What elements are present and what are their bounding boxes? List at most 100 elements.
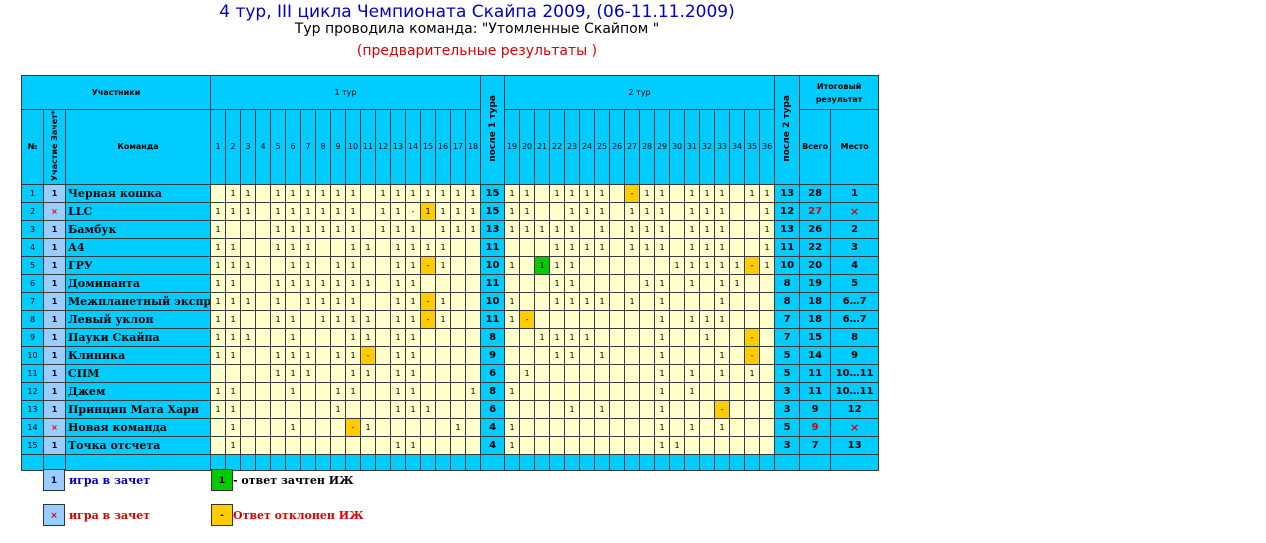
answer-cell: 1 [390,292,407,312]
score-after-round1: 11 [480,310,506,330]
answer-cell [669,310,686,330]
place: 5 [830,274,880,294]
answer-cell [714,436,731,456]
answer-cell [375,328,392,348]
answer-cell: 1 [534,220,551,240]
total-score: 22 [799,238,832,258]
answer-cell [465,292,482,312]
answer-cell: 1 [285,328,302,348]
question-number-header: 32 [699,108,716,186]
answer-cell [315,364,332,384]
answer-cell [255,436,272,456]
answer-cell: 1 [225,184,242,204]
answer-cell [639,436,656,456]
answer-cell: 1 [420,184,437,204]
legend-not-counted-box: × [43,504,65,526]
answer-cell: 1 [405,238,422,258]
answer-cell [669,202,686,222]
answer-cell: 1 [300,238,317,258]
answer-cell [624,328,641,348]
answer-cell: 1 [504,202,521,222]
answer-cell [639,346,656,366]
answer-cell: 1 [240,202,257,222]
footer-cell [285,454,302,472]
answer-cell [729,202,746,222]
answer-cell [465,364,482,384]
answer-cell [360,436,377,456]
answer-cell: - [345,418,362,438]
answer-cell [465,328,482,348]
answer-cell: 1 [360,364,377,384]
row-number: 12 [21,382,44,402]
answer-cell [375,292,392,312]
answer-cell [699,274,716,294]
answer-cell [669,274,686,294]
answer-cell: 1 [564,400,581,420]
team-name: Новая команда [64,418,212,438]
team-row: 4 1 А4 1 1 1 1 1 1 1 1 1 1 1 11 1 1 1 1 1 1 1 1 1 1 1 11 22 3 [21,238,880,258]
footer-cell [504,454,521,472]
answer-cell [759,310,776,330]
answer-cell [729,382,746,402]
header-participation: Участие Зачет* [43,108,66,186]
answer-cell: 1 [405,274,422,294]
answer-cell: 1 [714,238,731,258]
answer-cell: 1 [210,292,227,312]
team-name: Межпланетный экспресс [64,292,212,312]
answer-cell [519,328,536,348]
answer-cell: 1 [285,256,302,276]
answer-cell [315,400,332,420]
team-row: 12 1 Джем 1 1 1 1 1 1 1 1 8 1 1 1 3 11 10…11 [21,382,880,402]
participation-mark: 1 [43,184,66,204]
row-number: 15 [21,436,44,456]
footer-cell [450,454,467,472]
results-table: Участники 1 тур после 1 тура 2 тур после… [20,74,880,472]
answer-cell [225,220,242,240]
answer-cell: 1 [504,436,521,456]
question-number-header: 22 [549,108,566,186]
answer-cell: 1 [594,202,611,222]
answer-cell [669,238,686,258]
score-after-round2: 3 [774,382,801,402]
question-number-header: 9 [330,108,347,186]
total-score: 28 [799,184,832,204]
answer-cell: 1 [684,382,701,402]
answer-cell: 1 [714,364,731,384]
answer-cell: 1 [465,382,482,402]
answer-cell [729,346,746,366]
answer-cell [210,436,227,456]
answer-cell: 1 [549,274,566,294]
answer-cell: 1 [300,202,317,222]
answer-cell [669,346,686,366]
answer-cell [450,436,467,456]
answer-cell [375,310,392,330]
answer-cell [435,346,452,366]
place: 13 [830,436,880,456]
answer-cell [360,220,377,240]
legend-accepted-label: - ответ зачтен ИЖ [233,474,354,487]
answer-cell [450,400,467,420]
answer-cell [315,418,332,438]
question-number-header: 30 [669,108,686,186]
answer-cell: 1 [330,220,347,240]
question-number-header: 1 [210,108,227,186]
total-score: 9 [799,418,832,438]
answer-cell: 1 [729,274,746,294]
answer-cell: 1 [210,310,227,330]
answer-cell [624,400,641,420]
answer-cell [744,220,761,240]
answer-cell [594,436,611,456]
footer-cell [360,454,377,472]
answer-cell [669,184,686,204]
answer-cell [564,382,581,402]
question-number-header: 33 [714,108,731,186]
answer-cell [360,184,377,204]
answer-cell: 1 [240,292,257,312]
answer-cell [519,292,536,312]
answer-cell: 1 [405,364,422,384]
answer-cell [255,184,272,204]
total-score: 27 [799,202,832,222]
answer-cell [579,256,596,276]
header-round1: 1 тур [210,75,482,110]
answer-cell: 1 [300,184,317,204]
